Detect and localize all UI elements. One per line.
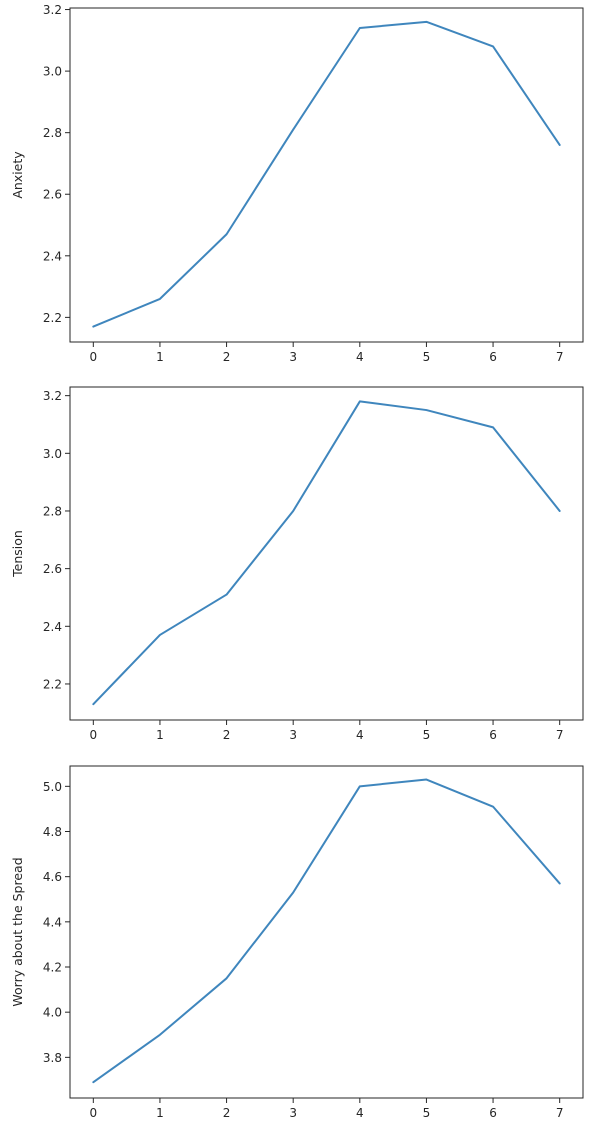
y-tick-label-1-4: 3.0 xyxy=(43,65,62,79)
x-tick-label-3-5: 5 xyxy=(423,1106,431,1120)
y-tick-label-2-5: 3.2 xyxy=(43,389,62,403)
y-tick-label-3-1: 4.0 xyxy=(43,1006,62,1020)
x-tick-label-3-6: 6 xyxy=(489,1106,497,1120)
x-tick-label-3-3: 3 xyxy=(289,1106,297,1120)
x-tick-label-2-4: 4 xyxy=(356,728,364,742)
x-tick-label-3-2: 2 xyxy=(223,1106,231,1120)
x-tick-label-2-7: 7 xyxy=(556,728,564,742)
x-tick-label-2-6: 6 xyxy=(489,728,497,742)
y-axis-label-2: Tension xyxy=(10,530,25,578)
y-axis-label-1: Anxiety xyxy=(10,151,25,199)
y-tick-label-3-0: 3.8 xyxy=(43,1051,62,1065)
y-tick-label-1-1: 2.4 xyxy=(43,249,62,263)
x-tick-label-1-1: 1 xyxy=(156,350,164,364)
x-tick-label-1-2: 2 xyxy=(223,350,231,364)
x-tick-label-1-0: 0 xyxy=(89,350,97,364)
x-tick-label-2-2: 2 xyxy=(223,728,231,742)
series-line-1-1 xyxy=(92,20,561,328)
y-tick-label-1-5: 3.2 xyxy=(43,3,62,17)
chart-panel-2: 0 1 2 3 4 5 6 7 2.2 2.4 2.6 2.8 3.0 3.2 Tension xyxy=(10,386,584,742)
y-tick-label-1-3: 2.8 xyxy=(43,126,62,140)
x-tick-label-2-5: 5 xyxy=(423,728,431,742)
plot-frame-2 xyxy=(69,386,584,721)
y-tick-label-2-0: 2.2 xyxy=(43,677,62,691)
x-tick-label-3-0: 0 xyxy=(89,1106,97,1120)
y-tick-label-2-1: 2.4 xyxy=(43,620,62,634)
y-tick-label-2-2: 2.6 xyxy=(43,562,62,576)
chart-panel-1: 0 1 2 3 4 5 6 7 2.2 2.4 2.6 2.8 3.0 3.2 Anxiety xyxy=(10,3,584,364)
plot-frame-3 xyxy=(69,765,584,1099)
x-tick-label-1-6: 6 xyxy=(489,350,497,364)
x-tick-label-2-1: 1 xyxy=(156,728,164,742)
x-tick-label-1-3: 3 xyxy=(289,350,297,364)
y-tick-label-2-4: 3.0 xyxy=(43,447,62,461)
x-tick-label-1-5: 5 xyxy=(423,350,431,364)
x-tick-label-3-1: 1 xyxy=(156,1106,164,1120)
x-tick-label-3-7: 7 xyxy=(556,1106,564,1120)
plot-frame-1 xyxy=(69,7,584,343)
chart-panel-3: 0 1 2 3 4 5 6 7 3.8 4.0 4.2 4.4 4.6 4.8 5.0 Worry about… xyxy=(10,765,584,1120)
y-tick-label-3-6: 5.0 xyxy=(43,780,62,794)
series-line-3-1 xyxy=(92,778,561,1084)
y-tick-label-1-2: 2.6 xyxy=(43,188,62,202)
x-tick-label-2-3: 3 xyxy=(289,728,297,742)
y-tick-label-3-2: 4.2 xyxy=(43,961,62,975)
x-tick-label-1-4: 4 xyxy=(356,350,364,364)
x-tick-label-1-7: 7 xyxy=(556,350,564,364)
x-tick-label-2-0: 0 xyxy=(89,728,97,742)
y-tick-label-3-5: 4.8 xyxy=(43,825,62,839)
y-tick-label-3-3: 4.4 xyxy=(43,915,62,929)
series-line-2-1 xyxy=(92,400,561,706)
y-tick-label-1-0: 2.2 xyxy=(43,311,62,325)
y-tick-label-3-4: 4.6 xyxy=(43,870,62,884)
x-tick-label-3-4: 4 xyxy=(356,1106,364,1120)
y-tick-label-2-3: 2.8 xyxy=(43,504,62,518)
y-axis-label-3: Worry about the Spread xyxy=(10,857,25,1006)
